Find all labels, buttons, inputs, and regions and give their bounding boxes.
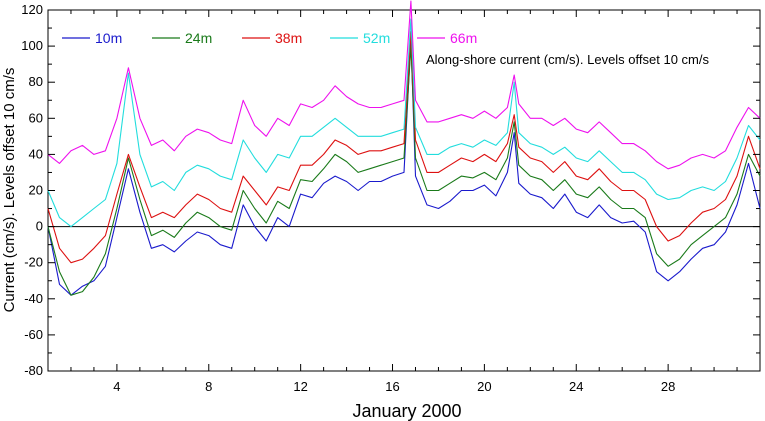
x-tick-label: 20 [477, 379, 491, 394]
y-tick-label: 60 [29, 110, 43, 125]
x-tick-label: 12 [293, 379, 307, 394]
y-tick-label: 100 [21, 38, 43, 53]
y-tick-label: 80 [29, 74, 43, 89]
y-tick-label: -20 [24, 255, 43, 270]
x-axis-ticks: 4 8 12 16 20 24 28 [47, 10, 761, 394]
x-tick-label: 24 [569, 379, 583, 394]
x-tick-label: 4 [113, 379, 120, 394]
y-tick-label: -60 [24, 327, 43, 342]
y-tick-label: 120 [21, 2, 43, 17]
y-tick-label: -40 [24, 291, 43, 306]
legend-label: 24m [185, 30, 212, 46]
legend-label: 52m [363, 30, 390, 46]
y-tick-label: 40 [29, 146, 43, 161]
legend: 10m 24m 38m 52m 66m [62, 30, 477, 46]
legend-label: 10m [95, 30, 122, 46]
chart-annotation: Along-shore current (cm/s). Levels offse… [426, 52, 709, 67]
y-axis-ticks: -80 -60 -40 -20 0 20 40 60 80 100 120 [21, 2, 760, 378]
series-lines [47, 0, 761, 296]
y-axis-title: Current (cm/s). Levels offset 10 cm/s [1, 68, 18, 313]
legend-label: 66m [450, 30, 477, 46]
x-tick-label: 8 [205, 379, 212, 394]
y-tick-label: 0 [36, 219, 43, 234]
x-tick-label: 16 [385, 379, 399, 394]
legend-label: 38m [275, 30, 302, 46]
x-tick-label: 28 [661, 379, 675, 394]
series-line-52m [47, 18, 761, 228]
x-axis-title: January 2000 [352, 401, 461, 421]
series-line-10m [47, 38, 761, 296]
y-tick-label: 20 [29, 183, 43, 198]
series-line-24m [47, 45, 761, 296]
y-tick-label: -80 [24, 363, 43, 378]
series-line-66m [47, 0, 761, 170]
